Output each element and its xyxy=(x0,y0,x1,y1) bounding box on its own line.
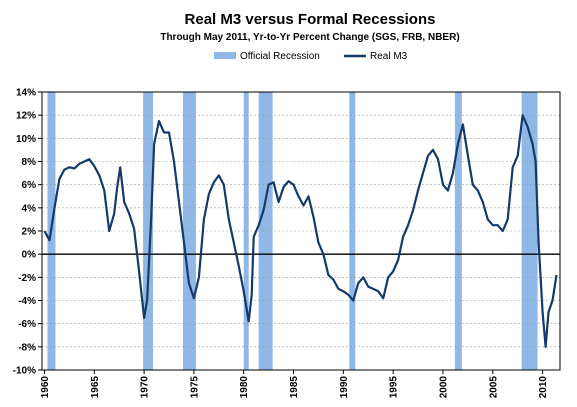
y-tick-label-7: 0% xyxy=(22,250,37,261)
x-tick-label-10: 2010 xyxy=(538,376,549,399)
x-tick-label-7: 1995 xyxy=(389,376,400,399)
x-tick-label-9: 2005 xyxy=(488,376,499,399)
series-line xyxy=(43,114,558,348)
x-tick-label-5: 1985 xyxy=(289,376,300,399)
y-tick-label-6: 2% xyxy=(22,227,37,238)
recession-band-1 xyxy=(143,92,154,370)
x-axis-ticks: 1960 1965 1970 1975 1980 1985 1990 1995 2000 2005… xyxy=(40,370,549,398)
legend-label-line: Real M3 xyxy=(370,51,408,62)
legend: Official Recession Real M3 xyxy=(214,51,408,62)
series-line-0 xyxy=(43,114,558,348)
y-axis-ticks: 14% 12% 10% 8% 6% 4% 2% 0% -2% -4% -6% -8% -10% xyxy=(13,88,42,377)
recession-band-2 xyxy=(182,92,196,370)
y-tick-label-9: -4% xyxy=(18,296,36,307)
y-tick-label-4: 6% xyxy=(22,180,37,191)
y-tick-label-3: 8% xyxy=(22,157,37,168)
legend-swatch-recession xyxy=(214,52,236,59)
recession-band-5 xyxy=(349,92,356,370)
y-tick-label-5: 4% xyxy=(22,203,37,214)
y-tick-label-8: -2% xyxy=(18,273,36,284)
recession-band-7 xyxy=(521,92,538,370)
y-tick-label-12: -10% xyxy=(13,366,36,377)
y-tick-label-2: 10% xyxy=(16,134,36,145)
x-tick-label-6: 1990 xyxy=(339,376,350,399)
y-tick-label-11: -8% xyxy=(18,342,36,353)
x-tick-label-8: 2000 xyxy=(438,376,449,399)
chart-title: Real M3 versus Formal Recessions xyxy=(185,11,436,28)
chart-subtitle: Through May 2011, Yr-to-Yr Percent Chang… xyxy=(160,32,459,43)
x-tick-label-2: 1970 xyxy=(140,376,151,399)
y-tick-label-0: 14% xyxy=(16,88,36,99)
y-tick-label-1: 12% xyxy=(16,111,36,122)
x-tick-label-3: 1975 xyxy=(189,376,200,399)
y-tick-label-10: -6% xyxy=(18,319,36,330)
x-tick-label-1: 1965 xyxy=(90,376,101,399)
grid-lines xyxy=(42,114,560,348)
legend-label-recession: Official Recession xyxy=(240,51,320,62)
x-tick-label-0: 1960 xyxy=(40,376,51,399)
x-tick-label-4: 1980 xyxy=(239,376,250,399)
